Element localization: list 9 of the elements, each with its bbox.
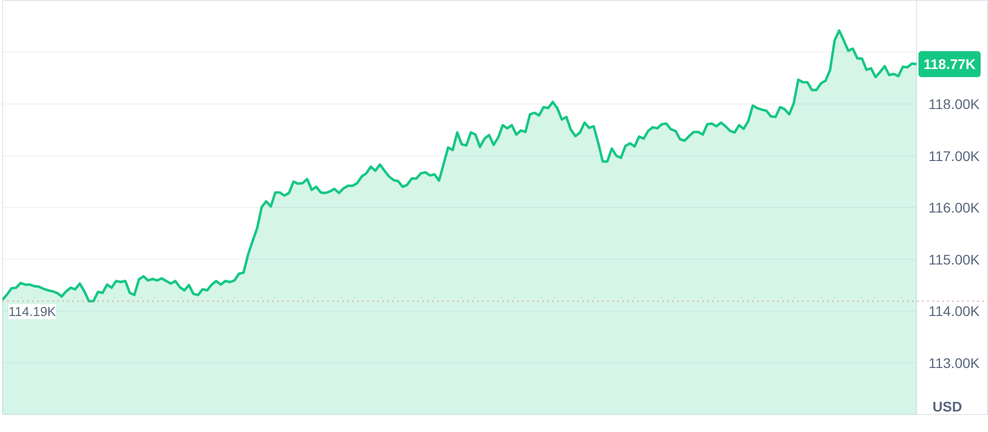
y-tick-label: 117.00K — [928, 148, 980, 164]
y-axis-title: USD — [932, 398, 962, 414]
y-tick-label: 114.00K — [928, 303, 980, 319]
text: 118.77K — [924, 56, 976, 72]
ref-line-label: 114.19K — [8, 304, 56, 320]
y-tick-label: 115.00K — [928, 251, 980, 268]
y-tick-label: 116.00K — [928, 200, 980, 216]
y-tick-label: 118.00K — [928, 96, 980, 112]
y-tick-label: 113.00K — [928, 354, 980, 371]
